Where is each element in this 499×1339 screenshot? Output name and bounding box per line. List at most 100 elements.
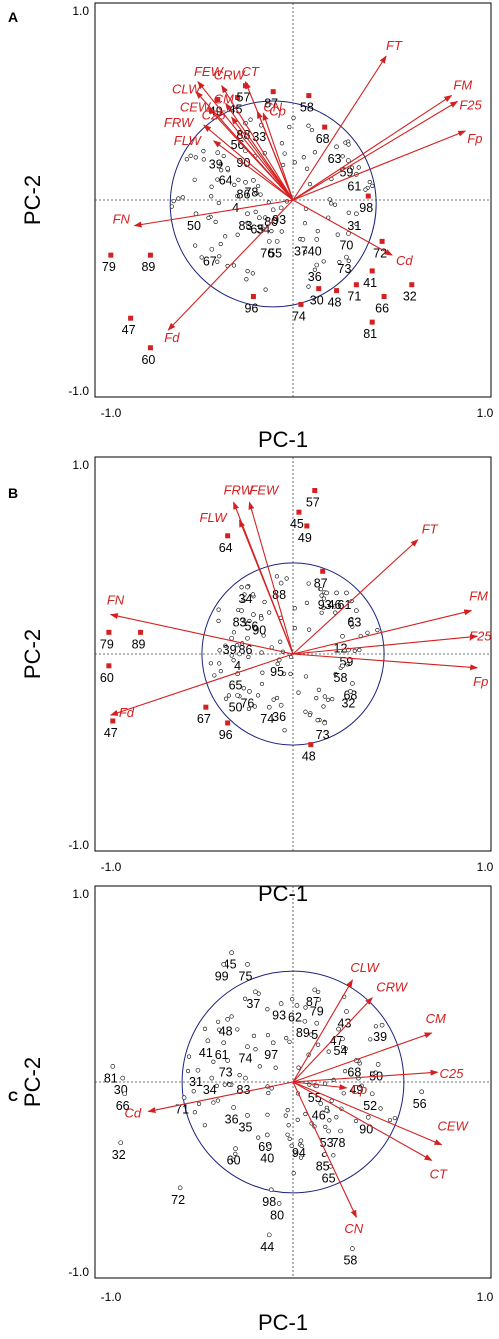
observation-dot — [222, 1082, 227, 1087]
observation-dot — [171, 199, 176, 204]
observation-dot — [191, 1089, 196, 1094]
observation-marker — [251, 178, 256, 183]
observation-marker — [338, 1128, 343, 1134]
observation-label: 83 — [239, 219, 253, 233]
observation-label: 95 — [270, 665, 284, 679]
panel-label: A — [8, 9, 18, 25]
observation-dot — [303, 1111, 308, 1117]
loading-arrow — [231, 116, 294, 201]
loading-label: C25 — [440, 1066, 465, 1081]
observation-marker — [264, 1132, 270, 1138]
observation-label: 65 — [229, 679, 243, 693]
y-axis-label: PC-2 — [20, 175, 45, 225]
observation-dot — [287, 1039, 292, 1044]
observation-dot — [267, 610, 272, 615]
observation-dot — [286, 1123, 291, 1128]
observation-marker — [316, 997, 322, 1002]
observation-marker — [298, 1138, 304, 1144]
observation-dot — [193, 155, 198, 160]
loading-label: Fd — [164, 330, 180, 345]
observation-dot — [214, 1083, 219, 1089]
observation-dot — [284, 1036, 289, 1041]
loading-arrow — [147, 1081, 294, 1113]
loading-label: CM — [214, 91, 234, 106]
loading-arrow — [292, 95, 453, 201]
observation-marker — [239, 608, 244, 613]
observation-dot — [274, 695, 280, 701]
observation-label: 37 — [246, 997, 260, 1011]
observation-marker — [243, 179, 248, 185]
observation-dot — [193, 243, 198, 248]
loading-arrow — [256, 110, 294, 201]
loading-arrow — [262, 112, 294, 201]
observation-dot — [357, 647, 362, 653]
observation-label: 61 — [338, 598, 352, 612]
observation-label: 31 — [189, 1075, 203, 1089]
observation-marker — [419, 1089, 425, 1095]
observation-marker — [106, 663, 112, 669]
observation-marker — [302, 1018, 308, 1024]
observation-label: 90 — [359, 1122, 373, 1136]
observation-marker — [147, 252, 153, 258]
observation-marker — [353, 282, 359, 288]
observation-dot — [321, 596, 326, 601]
observation-label: 36 — [308, 270, 322, 284]
observation-marker — [296, 509, 302, 515]
observation-dot — [291, 115, 296, 120]
observation-label: 36 — [225, 1112, 239, 1126]
loading-arrow — [221, 84, 294, 201]
observation-label: 4 — [234, 659, 241, 673]
observation-dot — [352, 648, 357, 654]
observation-marker — [340, 633, 345, 639]
observation-dot — [213, 219, 218, 224]
observation-dot — [324, 1108, 329, 1113]
observation-dot — [279, 141, 285, 146]
observation-dot — [316, 687, 321, 693]
observation-label: 93 — [272, 1009, 286, 1023]
observation-dot — [293, 1150, 298, 1155]
observation-label: 48 — [328, 296, 342, 310]
observation-dot — [260, 670, 265, 675]
observation-marker — [365, 1114, 371, 1120]
observation-label: 56 — [244, 620, 258, 634]
loading-label: FM — [469, 589, 488, 604]
loading-label: CN — [263, 99, 282, 114]
observation-dot — [299, 1143, 304, 1148]
loading-label: Fd — [119, 705, 135, 720]
observation-dot — [306, 284, 311, 289]
observation-marker — [350, 681, 355, 686]
observation-label: 45 — [223, 958, 237, 972]
observation-dot — [290, 997, 295, 1002]
observation-marker — [320, 568, 326, 574]
loading-arrow — [292, 1069, 439, 1083]
loading-arrow — [292, 1032, 433, 1083]
loading-arrow — [292, 1081, 348, 1091]
observation-dot — [378, 1106, 383, 1111]
observation-dot — [215, 177, 220, 182]
observation-dot — [319, 610, 324, 615]
observation-dot — [245, 220, 250, 225]
observation-label: 43 — [338, 1016, 352, 1030]
observation-label: 47 — [330, 1034, 344, 1048]
observation-label: 60 — [100, 671, 114, 685]
observation-label: 47 — [122, 323, 136, 337]
observation-marker — [203, 704, 209, 710]
observation-label: 68 — [343, 689, 357, 703]
observation-dot — [323, 1124, 328, 1129]
observation-label: 60 — [227, 1154, 241, 1168]
observation-marker — [369, 319, 375, 325]
observation-dot — [332, 202, 338, 207]
observation-dot — [327, 1118, 332, 1123]
observation-label: 96 — [244, 302, 258, 316]
observation-dot — [326, 1049, 331, 1054]
observation-dot — [322, 694, 327, 699]
loading-label: CT — [430, 1166, 448, 1181]
observation-dot — [226, 693, 232, 698]
observation-dot — [349, 599, 354, 604]
observation-dot — [257, 1064, 262, 1069]
observation-dot — [242, 996, 248, 1001]
observation-marker — [233, 1146, 238, 1151]
observation-label: 58 — [300, 101, 314, 115]
observation-label: 50 — [229, 700, 243, 714]
observation-label: 74 — [292, 309, 306, 323]
